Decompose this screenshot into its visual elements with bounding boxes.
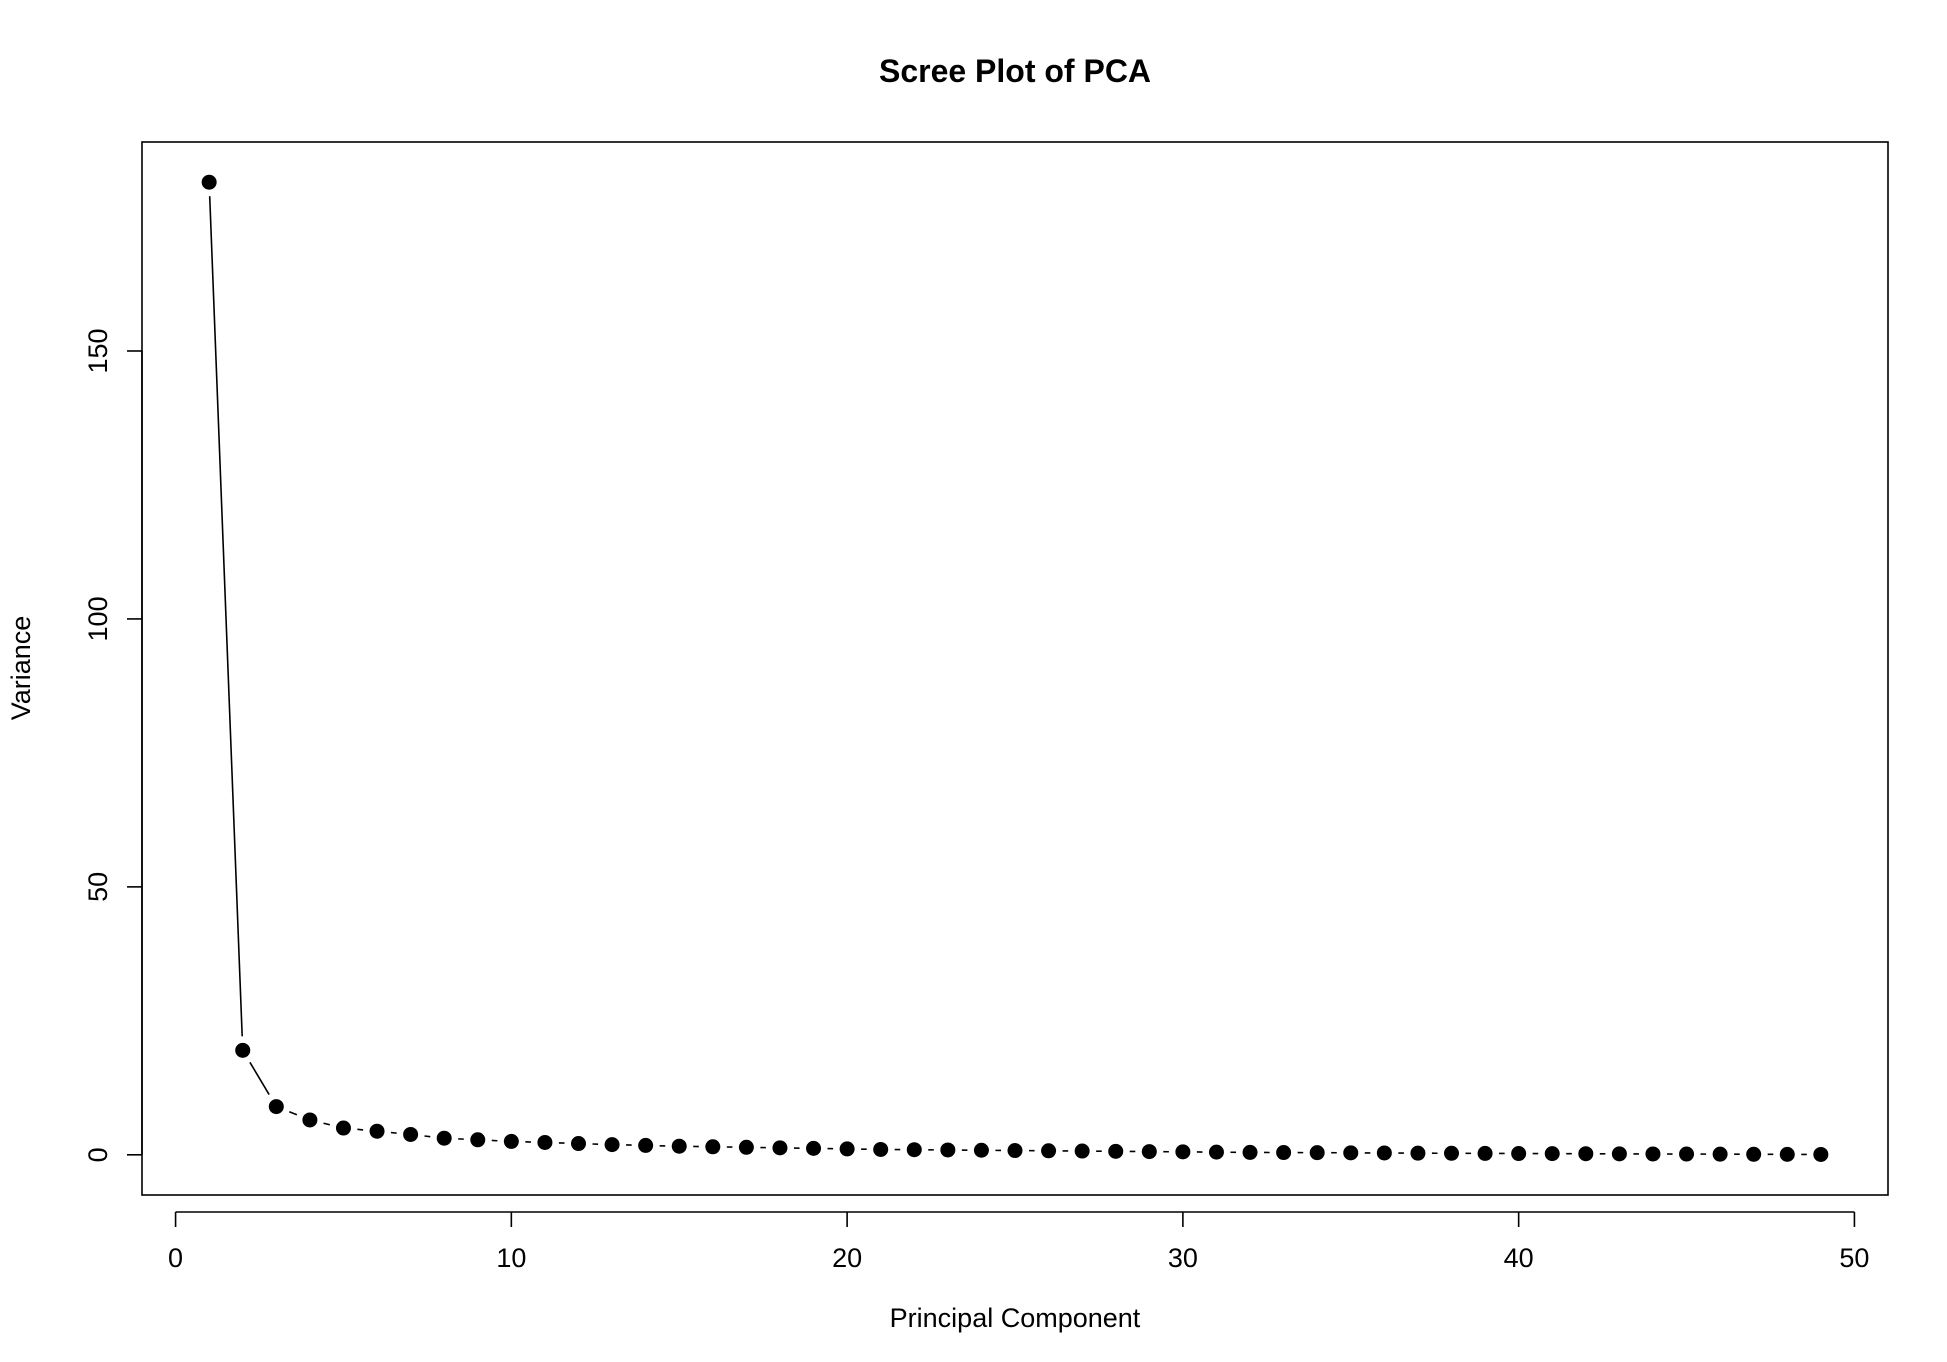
data-point <box>503 1133 519 1149</box>
data-point <box>772 1140 788 1156</box>
line-segment <box>357 1128 364 1131</box>
data-point <box>537 1134 553 1150</box>
data-point <box>1712 1146 1728 1162</box>
data-point <box>1208 1144 1224 1160</box>
data-point <box>1074 1143 1090 1159</box>
plot-frame <box>141 141 1889 1196</box>
x-tick-label: 30 <box>1168 1243 1198 1273</box>
chart-title: Scree Plot of PCA <box>879 53 1151 89</box>
x-tick-label: 40 <box>1504 1243 1534 1273</box>
data-point <box>1511 1146 1527 1162</box>
data-point <box>1578 1146 1594 1162</box>
line-segment <box>208 196 243 1037</box>
data-point <box>705 1139 721 1155</box>
data-point <box>1343 1145 1359 1161</box>
y-axis-label: Variance <box>6 616 36 721</box>
data-point <box>1410 1145 1426 1161</box>
data-point <box>940 1142 956 1158</box>
x-tick-label: 20 <box>832 1243 862 1273</box>
x-axis-label: Principal Component <box>890 1303 1141 1333</box>
data-point <box>1779 1146 1795 1162</box>
data-point <box>1309 1145 1325 1161</box>
series-line <box>208 196 1807 1156</box>
data-point <box>470 1132 486 1148</box>
data-point <box>1746 1146 1762 1162</box>
data-point <box>1041 1143 1057 1159</box>
data-point <box>1444 1145 1459 1161</box>
x-tick-label: 50 <box>1839 1243 1869 1273</box>
data-point <box>235 1042 251 1058</box>
y-axis: 0 50 100 150 <box>83 328 143 1162</box>
data-point <box>1376 1145 1392 1161</box>
data-point <box>638 1137 654 1153</box>
data-point <box>873 1141 889 1157</box>
data-point <box>335 1120 351 1136</box>
data-point <box>1276 1145 1292 1161</box>
data-point <box>571 1136 586 1152</box>
line-segment <box>249 1061 270 1095</box>
data-point <box>1108 1143 1124 1159</box>
data-point <box>268 1099 284 1115</box>
data-point <box>738 1139 754 1155</box>
data-point <box>1544 1146 1560 1162</box>
data-point <box>806 1140 822 1156</box>
data-point <box>604 1137 620 1153</box>
data-point <box>1141 1144 1157 1160</box>
data-point <box>1007 1143 1023 1159</box>
data-point <box>1813 1146 1829 1162</box>
data-point <box>1242 1144 1258 1160</box>
y-tick-label: 0 <box>83 1147 113 1162</box>
data-point <box>1645 1146 1661 1162</box>
data-point <box>1679 1146 1695 1162</box>
line-segment <box>289 1111 298 1116</box>
data-point <box>436 1130 452 1146</box>
data-point <box>671 1138 687 1154</box>
x-tick-label: 10 <box>496 1243 526 1273</box>
data-point <box>1175 1144 1191 1160</box>
line-segment <box>424 1135 431 1138</box>
data-point <box>839 1141 855 1157</box>
data-point <box>906 1142 922 1158</box>
line-segment <box>323 1122 331 1126</box>
data-point <box>1611 1146 1627 1162</box>
y-tick-label: 150 <box>83 328 113 373</box>
x-tick-label: 0 <box>168 1243 183 1273</box>
data-point <box>1477 1145 1493 1161</box>
y-tick-label: 50 <box>83 872 113 902</box>
data-point <box>973 1142 989 1158</box>
y-tick-label: 100 <box>83 596 113 641</box>
data-point <box>403 1126 419 1142</box>
data-point <box>369 1123 385 1139</box>
data-point <box>302 1112 318 1128</box>
series-points <box>201 174 1829 1162</box>
data-point <box>201 174 217 190</box>
line-segment <box>390 1131 397 1134</box>
x-axis: 0 10 20 30 40 50 <box>168 1211 1869 1273</box>
